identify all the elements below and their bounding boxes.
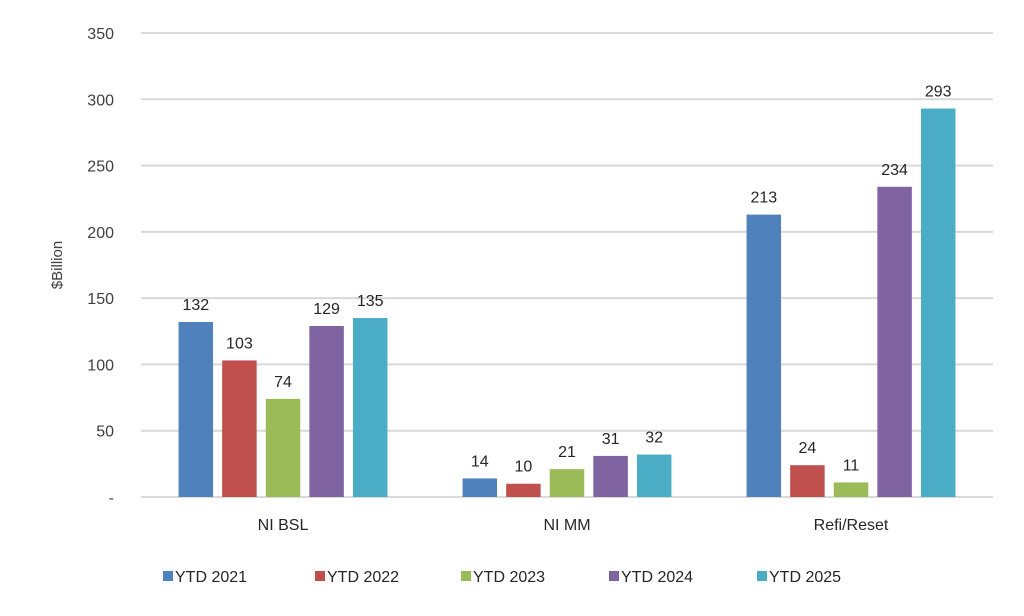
category-labels: NI BSL NI MM Refi/Reset [258, 517, 889, 534]
bar [352, 318, 388, 497]
bar [506, 483, 541, 497]
y-tick-label: 200 [87, 225, 114, 242]
legend-item: YTD 2021 [163, 569, 247, 586]
category-label: Refi/Reset [814, 517, 889, 534]
data-label: 24 [799, 440, 817, 457]
y-tick-label: 250 [87, 159, 114, 176]
y-tick-label: - [109, 490, 114, 507]
data-label: 293 [925, 84, 952, 101]
y-tick-label: 350 [87, 26, 114, 43]
bar [178, 322, 214, 497]
legend-item: YTD 2025 [757, 569, 841, 586]
legend-item: YTD 2023 [461, 569, 545, 586]
bar [636, 454, 672, 497]
legend-label: YTD 2024 [621, 569, 693, 586]
legend-label: YTD 2025 [769, 569, 841, 586]
legend-item: YTD 2024 [609, 569, 693, 586]
data-label: 31 [602, 431, 620, 448]
bar [265, 398, 301, 497]
data-label: 103 [226, 335, 253, 352]
category-label: NI BSL [258, 517, 309, 534]
bar [877, 186, 912, 498]
category-label: NI MM [543, 517, 590, 534]
legend-swatch [461, 571, 471, 581]
bars [178, 108, 956, 498]
data-label: 129 [313, 301, 340, 318]
y-tick-label: 150 [87, 291, 114, 308]
data-label: 11 [843, 457, 860, 474]
bar [222, 360, 257, 497]
legend-label: YTD 2021 [175, 569, 247, 586]
bar [746, 214, 782, 497]
bar [790, 465, 825, 497]
data-label: 32 [645, 430, 663, 447]
data-label: 132 [182, 297, 209, 314]
data-label: 14 [471, 453, 489, 470]
bar [593, 455, 628, 497]
legend-swatch [609, 571, 619, 581]
legend-swatch [315, 571, 325, 581]
y-tick-label: 50 [96, 424, 114, 441]
bar [309, 325, 344, 497]
data-label: 234 [881, 162, 908, 179]
bar [833, 482, 869, 497]
y-axis-label: $Billion [49, 241, 66, 289]
y-tick-label: 100 [87, 357, 114, 374]
data-label: 21 [558, 444, 576, 461]
data-labels: 132 103 74 129 135 14 10 21 31 32 213 24 11 234 293 [182, 84, 951, 476]
legend: YTD 2021 YTD 2022 YTD 2023 YTD 2024 YTD 2025 [163, 569, 841, 586]
data-label: 10 [515, 459, 533, 476]
legend-swatch [163, 571, 173, 581]
data-label: 74 [274, 374, 292, 391]
data-label: 213 [750, 190, 777, 207]
bar [462, 478, 498, 497]
legend-label: YTD 2023 [473, 569, 545, 586]
legend-swatch [757, 571, 767, 581]
y-axis-ticks: - 50 100 150 200 250 300 350 [87, 26, 114, 507]
bar [549, 469, 585, 497]
y-tick-label: 300 [87, 92, 114, 109]
legend-item: YTD 2022 [315, 569, 399, 586]
data-label: 135 [357, 293, 384, 310]
bar [920, 108, 956, 498]
legend-label: YTD 2022 [327, 569, 399, 586]
